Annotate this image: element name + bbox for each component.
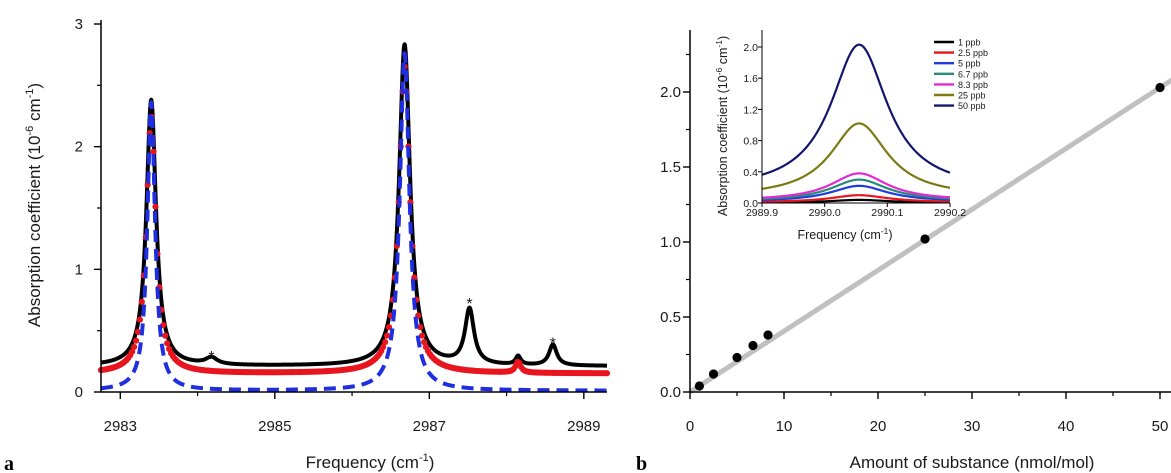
panel-b-x-tick-label: 50	[1152, 418, 1169, 435]
inset-series-line	[761, 184, 951, 202]
inset-series-line	[761, 194, 951, 203]
legend-label: 6.7 ppb	[958, 69, 988, 79]
panel-a-label: a	[4, 453, 14, 473]
inset-y-tick-label: 0.8	[743, 136, 758, 148]
panel-b-ticks: 0 10 20 30 40 50 0.0 0.5 1.0 1.5 2.0	[660, 53, 1169, 435]
panel-b-x-tick-label: 10	[776, 418, 793, 435]
panel-a-annotation-asterisk: *	[466, 296, 472, 313]
panel-a-x-tick-label: 2989	[567, 418, 600, 435]
inset-y-tick-label: 0.4	[743, 167, 758, 179]
inset-y-tick-label: 2.0	[743, 42, 758, 54]
inset-series-line	[761, 172, 951, 199]
panel-b-x-axis-title: Amount of substance (nmol/mol)	[850, 453, 1095, 472]
panel-a-series-1-point	[419, 332, 426, 339]
panel-a-series-1-point	[134, 328, 142, 336]
panel-b-x-tick-label: 40	[1058, 418, 1075, 435]
inset-y-axis-title: Absorption coefficient (10-6 cm-1)	[714, 36, 730, 216]
panel-a-series-1-point	[132, 337, 140, 344]
panel-a-ticks: 2983 2985 2987 2989 0 1 2 3	[75, 16, 601, 435]
inset-y-tick-label: 1.6	[743, 73, 758, 85]
panel-b-data-point	[763, 330, 773, 340]
panel-a-x-tick-label: 2985	[258, 418, 291, 435]
inset-y-tick-label: 0.0	[743, 198, 758, 210]
panel-a-series-1-point	[138, 298, 145, 305]
panel-b-y-tick-label: 1.5	[660, 159, 681, 176]
panel-a-series-1-point	[383, 332, 391, 339]
inset-x-axis-title: Frequency (cm-1)	[797, 226, 892, 242]
panel-a-series-1-point	[162, 332, 169, 339]
panel-a-series-1-point	[129, 348, 136, 355]
inset-series-line	[762, 198, 950, 204]
panel-a-series-1-point	[380, 343, 387, 351]
panel-a-y-tick-label: 3	[75, 16, 83, 33]
panel-a-series-1-point	[152, 203, 159, 210]
panel-a-series-0-line	[99, 42, 609, 368]
panel-a-annotation-asterisk: *	[208, 349, 214, 366]
inset-y-tick-label: 1.2	[743, 104, 758, 116]
panel-b-data-point	[748, 340, 758, 351]
panel-a-y-tick-label: 1	[75, 261, 83, 278]
panel-a-series-1-point	[130, 343, 138, 351]
panel-b-y-tick-label: 0.0	[660, 384, 681, 401]
panel-a-series-2-line	[99, 51, 609, 393]
panel-b-chart: 0 10 20 30 40 50 0.0 0.5 1.0 1.5 2.0 Amount of sub…	[636, 30, 1171, 473]
panel-b-x-tick-label: 30	[964, 418, 981, 435]
panel-a-series-1-point	[417, 324, 424, 331]
panel-a-chart: * * * 2983 2985 2987 2989 0 1 2 3 Frequency (cm-1…	[4, 16, 611, 473]
panel-b-fit-line-group	[688, 77, 1171, 395]
inset-ticks: 2989.9 2990.0 2990.1 2990.2 0.0 0.4 0.8 1.2 1.6 2…	[743, 42, 966, 219]
inset-series-line	[761, 122, 951, 190]
inset-series-line	[761, 43, 951, 176]
legend-label: 1 ppb	[958, 38, 981, 48]
legend-label: 2.5 ppb	[958, 48, 988, 58]
panel-b-x-tick-label: 20	[870, 418, 887, 435]
legend-label: 8.3 ppb	[958, 80, 988, 90]
panel-b-inset-chart: 2989.9 2990.0 2990.1 2990.2 0.0 0.4 0.8 1.2 1.6 2…	[714, 30, 988, 242]
panel-a-x-tick-label: 2983	[104, 418, 137, 435]
panel-a-x-axis-title: Frequency (cm-1)	[306, 452, 435, 472]
panel-b-data-point	[732, 352, 742, 363]
panel-b-y-tick-label: 0.5	[660, 309, 681, 326]
panel-b-data-point	[1155, 82, 1165, 93]
panel-a-series-1-point	[136, 316, 144, 323]
panel-a-series-1-point	[603, 370, 611, 377]
inset-series-group	[761, 43, 951, 204]
legend-label: 25 ppb	[958, 91, 986, 101]
panel-b-data-point	[708, 369, 719, 379]
inset-x-tick-label: 2990.1	[871, 207, 903, 219]
panel-b-data-point	[694, 381, 705, 391]
panel-b-data-point	[920, 234, 930, 244]
inset-x-tick-label: 2990.2	[934, 207, 966, 219]
inset-x-tick-label: 2989.9	[746, 207, 778, 219]
panel-a-y-axis-title: Absorption coefficient (10-6 cm-1)	[24, 83, 44, 327]
panel-a-y-tick-label: 0	[75, 384, 83, 401]
inset-series-line	[761, 178, 951, 200]
panel-b-y-tick-label: 1.0	[660, 234, 681, 251]
inset-x-tick-label: 2990.0	[809, 207, 841, 219]
legend-label: 5 ppb	[958, 59, 981, 69]
panel-a-series-1-point	[420, 339, 428, 346]
panel-a-annotation-asterisk: *	[550, 335, 556, 352]
panel-a-series-1-dots	[97, 63, 611, 377]
legend-label: 50 ppb	[958, 101, 986, 111]
panel-a-series-1-point	[150, 148, 157, 155]
panel-b-fit-line	[688, 77, 1171, 395]
panel-b-label: b	[636, 453, 647, 473]
panel-a-x-tick-label: 2987	[413, 418, 446, 435]
panel-a-series-group	[97, 42, 611, 393]
panel-a-annotations: * * *	[208, 296, 556, 366]
panel-b-x-tick-label: 0	[686, 418, 694, 435]
panel-b-y-tick-label: 2.0	[660, 84, 681, 101]
panel-b-points	[694, 82, 1165, 391]
panel-a-series-1-point	[382, 338, 389, 346]
panel-a-series-1-point	[164, 340, 171, 347]
panel-a-y-tick-label: 2	[75, 139, 83, 156]
